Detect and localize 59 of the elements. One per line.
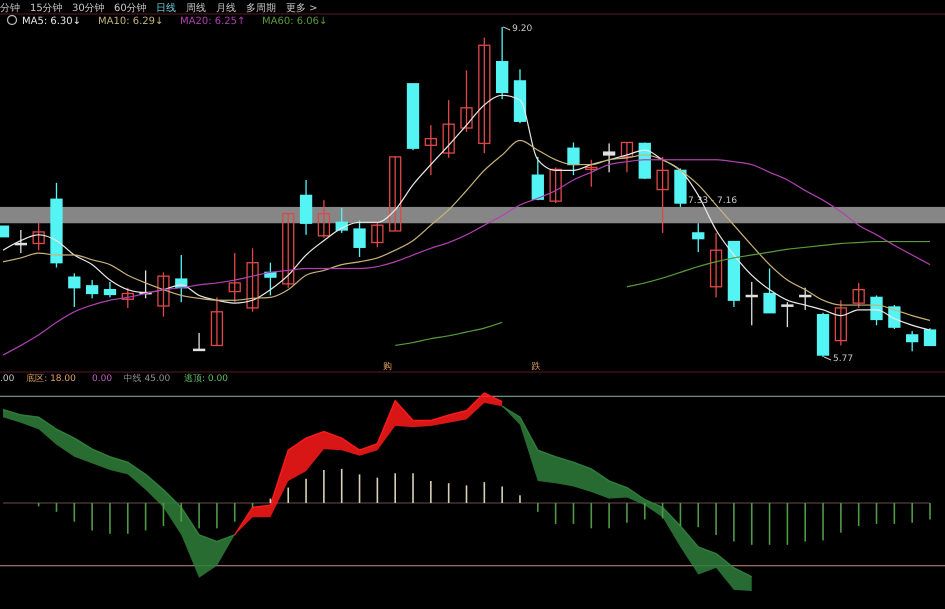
candlestick xyxy=(246,248,259,312)
text: 周线 xyxy=(186,2,206,14)
candlestick xyxy=(567,142,580,176)
candlestick xyxy=(282,212,294,288)
candlestick xyxy=(834,300,848,346)
candlestick xyxy=(442,99,455,158)
candlestick xyxy=(763,268,776,314)
text: 60分钟 xyxy=(114,2,147,14)
candlestick xyxy=(460,70,473,133)
candlestick xyxy=(549,166,562,204)
candlestick xyxy=(852,282,865,309)
candlestick xyxy=(353,220,366,258)
candlestick xyxy=(781,302,794,328)
candlestick xyxy=(478,36,490,154)
candlestick xyxy=(692,222,704,253)
text: 更多 > xyxy=(286,2,318,14)
candlestick xyxy=(210,296,224,346)
candlestick xyxy=(620,142,634,173)
candlestick xyxy=(318,200,330,238)
candlestick xyxy=(104,281,116,298)
candlestick xyxy=(228,252,241,303)
candlestick xyxy=(32,222,45,251)
candlestick xyxy=(371,220,384,248)
text: 逃顶: 0.00 xyxy=(184,373,228,384)
text: 中线 45.00 xyxy=(124,373,170,384)
candlestick xyxy=(710,232,722,298)
text: 15分钟 xyxy=(30,2,63,14)
text: .00 xyxy=(0,374,15,384)
candlestick xyxy=(602,142,616,173)
text: 月线 xyxy=(216,2,236,14)
candlestick xyxy=(14,229,27,254)
candlestick xyxy=(585,159,598,188)
candlestick xyxy=(656,156,669,234)
candlestick xyxy=(746,281,758,326)
text: 分钟 xyxy=(0,2,20,14)
text: MA60: 6.06↓ xyxy=(262,16,328,27)
candlestick xyxy=(906,330,918,352)
candlestick xyxy=(424,124,437,176)
text: MA5: 6.30↓ xyxy=(22,16,82,27)
annotation: 5.77 xyxy=(833,354,854,364)
candlestick xyxy=(192,332,206,352)
candlestick xyxy=(336,207,348,234)
candlestick xyxy=(799,287,812,311)
candlestick xyxy=(122,287,134,309)
candlestick xyxy=(924,327,936,346)
text: 日线 xyxy=(156,2,176,14)
text: 0.00 xyxy=(92,374,112,384)
text: 多周期 xyxy=(246,2,276,14)
text: MA20: 6.25↑ xyxy=(180,16,246,27)
text: 跌 xyxy=(531,361,540,372)
candlestick xyxy=(389,156,402,232)
text: MA10: 6.29↓ xyxy=(98,16,164,27)
candlestick xyxy=(68,272,80,308)
candlestick xyxy=(86,279,98,299)
annotation: 9.20 xyxy=(512,24,532,34)
text: 底区: 18.00 xyxy=(26,373,76,384)
candlestick xyxy=(157,272,170,318)
text: 购 xyxy=(382,361,392,372)
text: 30分钟 xyxy=(72,2,105,14)
